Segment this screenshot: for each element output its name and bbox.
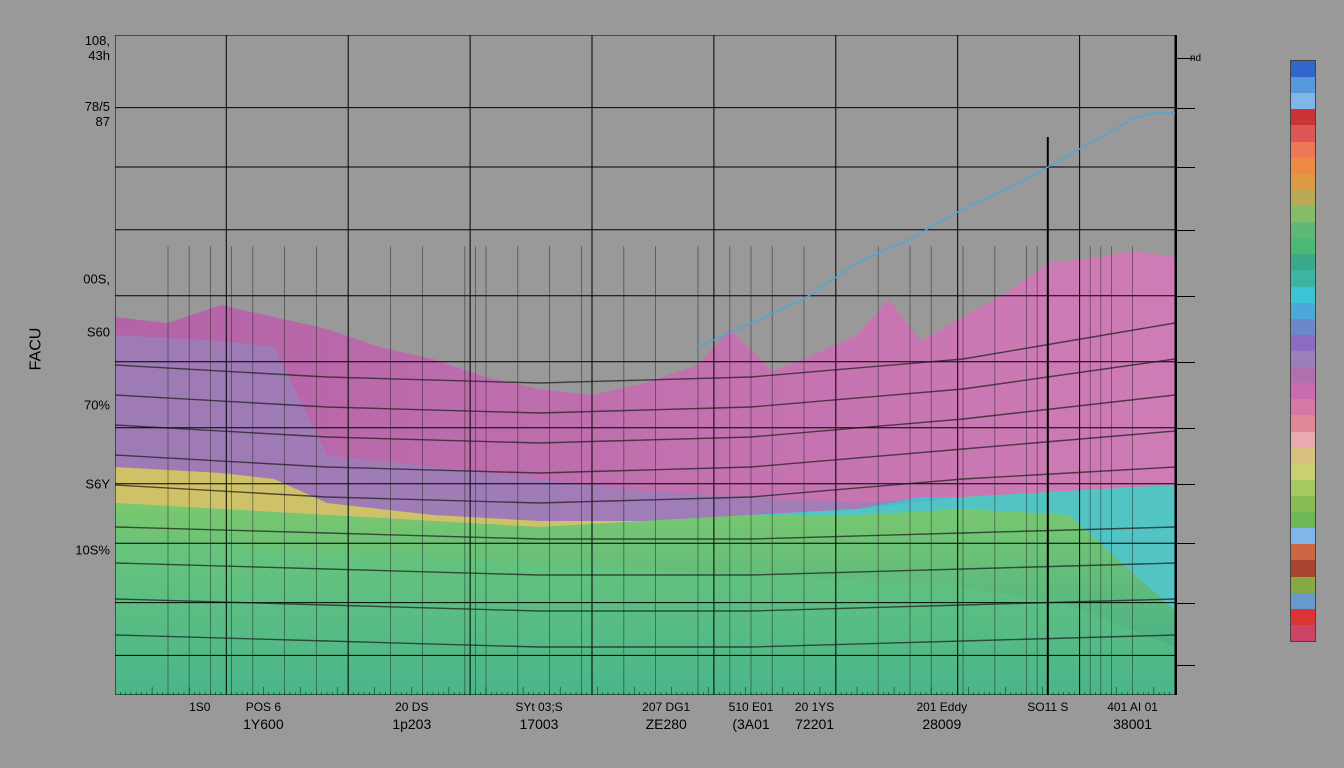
legend-swatch — [1291, 351, 1315, 367]
right-tick-marks — [1177, 35, 1217, 695]
legend-swatch — [1291, 609, 1315, 625]
chart-svg — [115, 35, 1175, 695]
right-axis-label: nd — [1190, 53, 1201, 64]
right-tick — [1177, 108, 1195, 109]
legend-swatch — [1291, 93, 1315, 109]
legend-swatch — [1291, 287, 1315, 303]
legend-swatch — [1291, 577, 1315, 593]
right-tick — [1177, 603, 1195, 604]
y-tick-label: 10S% — [75, 542, 110, 557]
legend-swatch — [1291, 544, 1315, 560]
legend-swatch — [1291, 109, 1315, 125]
legend-swatch — [1291, 464, 1315, 480]
legend-swatch — [1291, 399, 1315, 415]
x-tick-label: 401 AI 0138001 — [1107, 700, 1158, 733]
x-tick-label: 1S0 — [189, 700, 210, 714]
legend-swatch — [1291, 496, 1315, 512]
legend-swatch — [1291, 432, 1315, 448]
legend-swatch — [1291, 448, 1315, 464]
legend-swatch — [1291, 319, 1315, 335]
x-axis-labels: 1S0 POS 61Y600 20 DS1p203 SYt 03;S17003 207 … — [115, 700, 1175, 760]
legend-swatch — [1291, 383, 1315, 399]
legend-swatch — [1291, 125, 1315, 141]
legend-swatch — [1291, 77, 1315, 93]
legend-swatch — [1291, 142, 1315, 158]
legend-swatch — [1291, 174, 1315, 190]
x-tick-label: 20 1YS72201 — [795, 700, 834, 733]
right-tick — [1177, 484, 1195, 485]
legend-swatch — [1291, 560, 1315, 576]
right-tick — [1177, 665, 1195, 666]
x-tick-label: POS 61Y600 — [243, 700, 283, 733]
legend-swatch — [1291, 254, 1315, 270]
x-tick-label: 201 Eddy28009 — [916, 700, 967, 733]
legend-swatch — [1291, 367, 1315, 383]
legend-swatch — [1291, 190, 1315, 206]
x-tick-label: SO11 S — [1027, 700, 1068, 714]
legend-swatch — [1291, 335, 1315, 351]
y-tick-label: 70% — [84, 397, 110, 412]
x-tick-label: 207 DG1ZE280 — [642, 700, 690, 733]
legend-swatch — [1291, 238, 1315, 254]
legend-swatch — [1291, 158, 1315, 174]
legend-swatch — [1291, 625, 1315, 641]
right-tick — [1177, 296, 1195, 297]
legend-swatch — [1291, 528, 1315, 544]
color-legend — [1290, 60, 1316, 642]
legend-swatch — [1291, 480, 1315, 496]
right-tick — [1177, 362, 1195, 363]
y-tick-label: 00S, — [83, 272, 110, 287]
right-tick — [1177, 167, 1195, 168]
x-tick-label: 510 E01(3A01 — [729, 700, 774, 733]
legend-swatch — [1291, 270, 1315, 286]
y-tick-label: 78/587 — [85, 99, 110, 129]
right-tick — [1177, 543, 1195, 544]
right-tick — [1177, 230, 1195, 231]
legend-swatch — [1291, 512, 1315, 528]
right-tick — [1177, 428, 1195, 429]
y-tick-label: 108,43h — [85, 33, 110, 63]
legend-swatch — [1291, 303, 1315, 319]
x-tick-label: 20 DS1p203 — [392, 700, 431, 733]
legend-swatch — [1291, 61, 1315, 77]
y-axis-labels: 108,43h 78/587 00S, S60 70% S6Y 10S% — [68, 35, 110, 695]
legend-swatch — [1291, 206, 1315, 222]
legend-swatch — [1291, 593, 1315, 609]
x-tick-label: SYt 03;S17003 — [515, 700, 562, 733]
y-tick-label: S6Y — [85, 476, 110, 491]
y-axis-title: FACU — [27, 328, 45, 371]
legend-swatch — [1291, 415, 1315, 431]
chart-plot-area — [115, 35, 1177, 695]
legend-swatch — [1291, 222, 1315, 238]
y-tick-label: S60 — [87, 325, 110, 340]
